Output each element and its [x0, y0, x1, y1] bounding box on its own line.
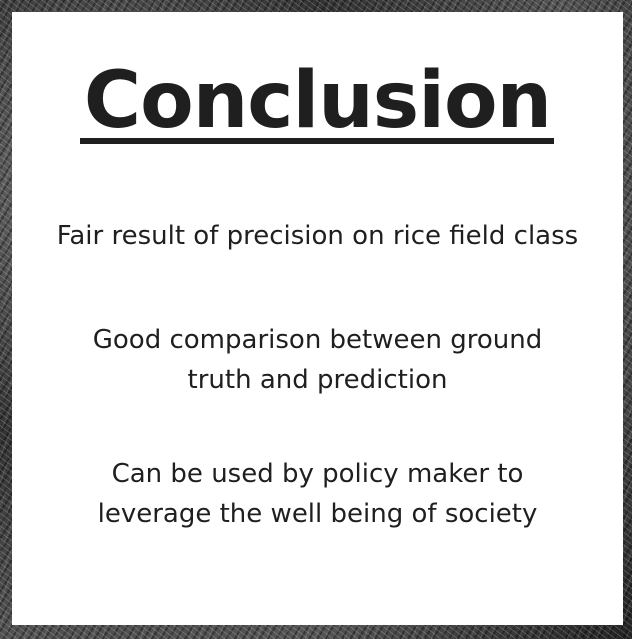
- conclusion-point-1: Fair result of precision on rice field c…: [12, 216, 623, 256]
- point-3-line-1: Can be used by policy maker to: [111, 459, 524, 489]
- point-1-line-1: Fair result of precision on rice field c…: [56, 221, 579, 251]
- point-2-line-2: truth and prediction: [187, 365, 448, 395]
- conclusion-point-3: Can be used by policy maker to leverage …: [12, 454, 623, 534]
- slide-title: Conclusion: [83, 56, 552, 146]
- conclusion-point-2: Good comparison between ground truth and…: [12, 320, 623, 400]
- point-3-line-2: leverage the well being of society: [97, 499, 538, 529]
- slide-card: Conclusion Fair result of precision on r…: [12, 12, 623, 625]
- point-2-line-1: Good comparison between ground: [92, 325, 543, 355]
- title-underline: [80, 138, 554, 144]
